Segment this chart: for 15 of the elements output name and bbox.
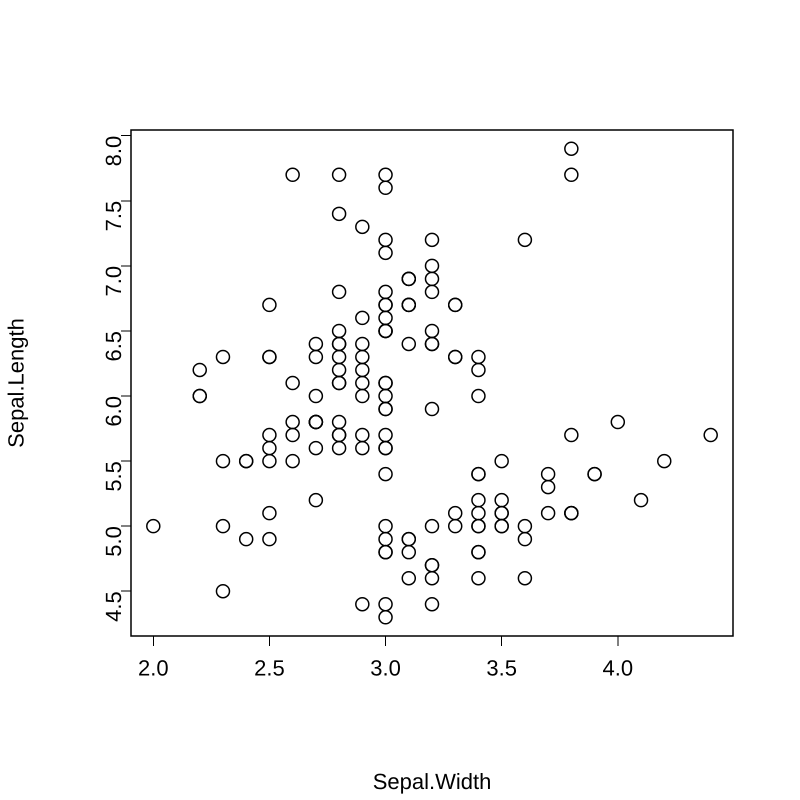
y-tick-label: 8.0	[101, 136, 126, 166]
y-tick-label: 7.0	[101, 266, 126, 296]
y-tick-label: 7.5	[101, 200, 126, 232]
x-tick-label: 2.5	[254, 655, 285, 680]
x-tick-label: 2.0	[138, 655, 169, 680]
y-axis-title: Sepal.Length	[3, 318, 28, 448]
x-tick-label: 3.0	[370, 655, 401, 680]
y-tick-label: 4.5	[101, 591, 126, 622]
x-axis-title: Sepal.Width	[372, 768, 492, 794]
x-tick-label: 4.0	[602, 655, 634, 680]
y-tick-label: 6.0	[101, 396, 126, 427]
y-tick-label: 5.5	[101, 461, 126, 492]
y-tick-label: 5.0	[101, 526, 126, 557]
y-tick-label: 6.5	[101, 330, 126, 362]
x-tick-label: 3.5	[486, 655, 517, 680]
